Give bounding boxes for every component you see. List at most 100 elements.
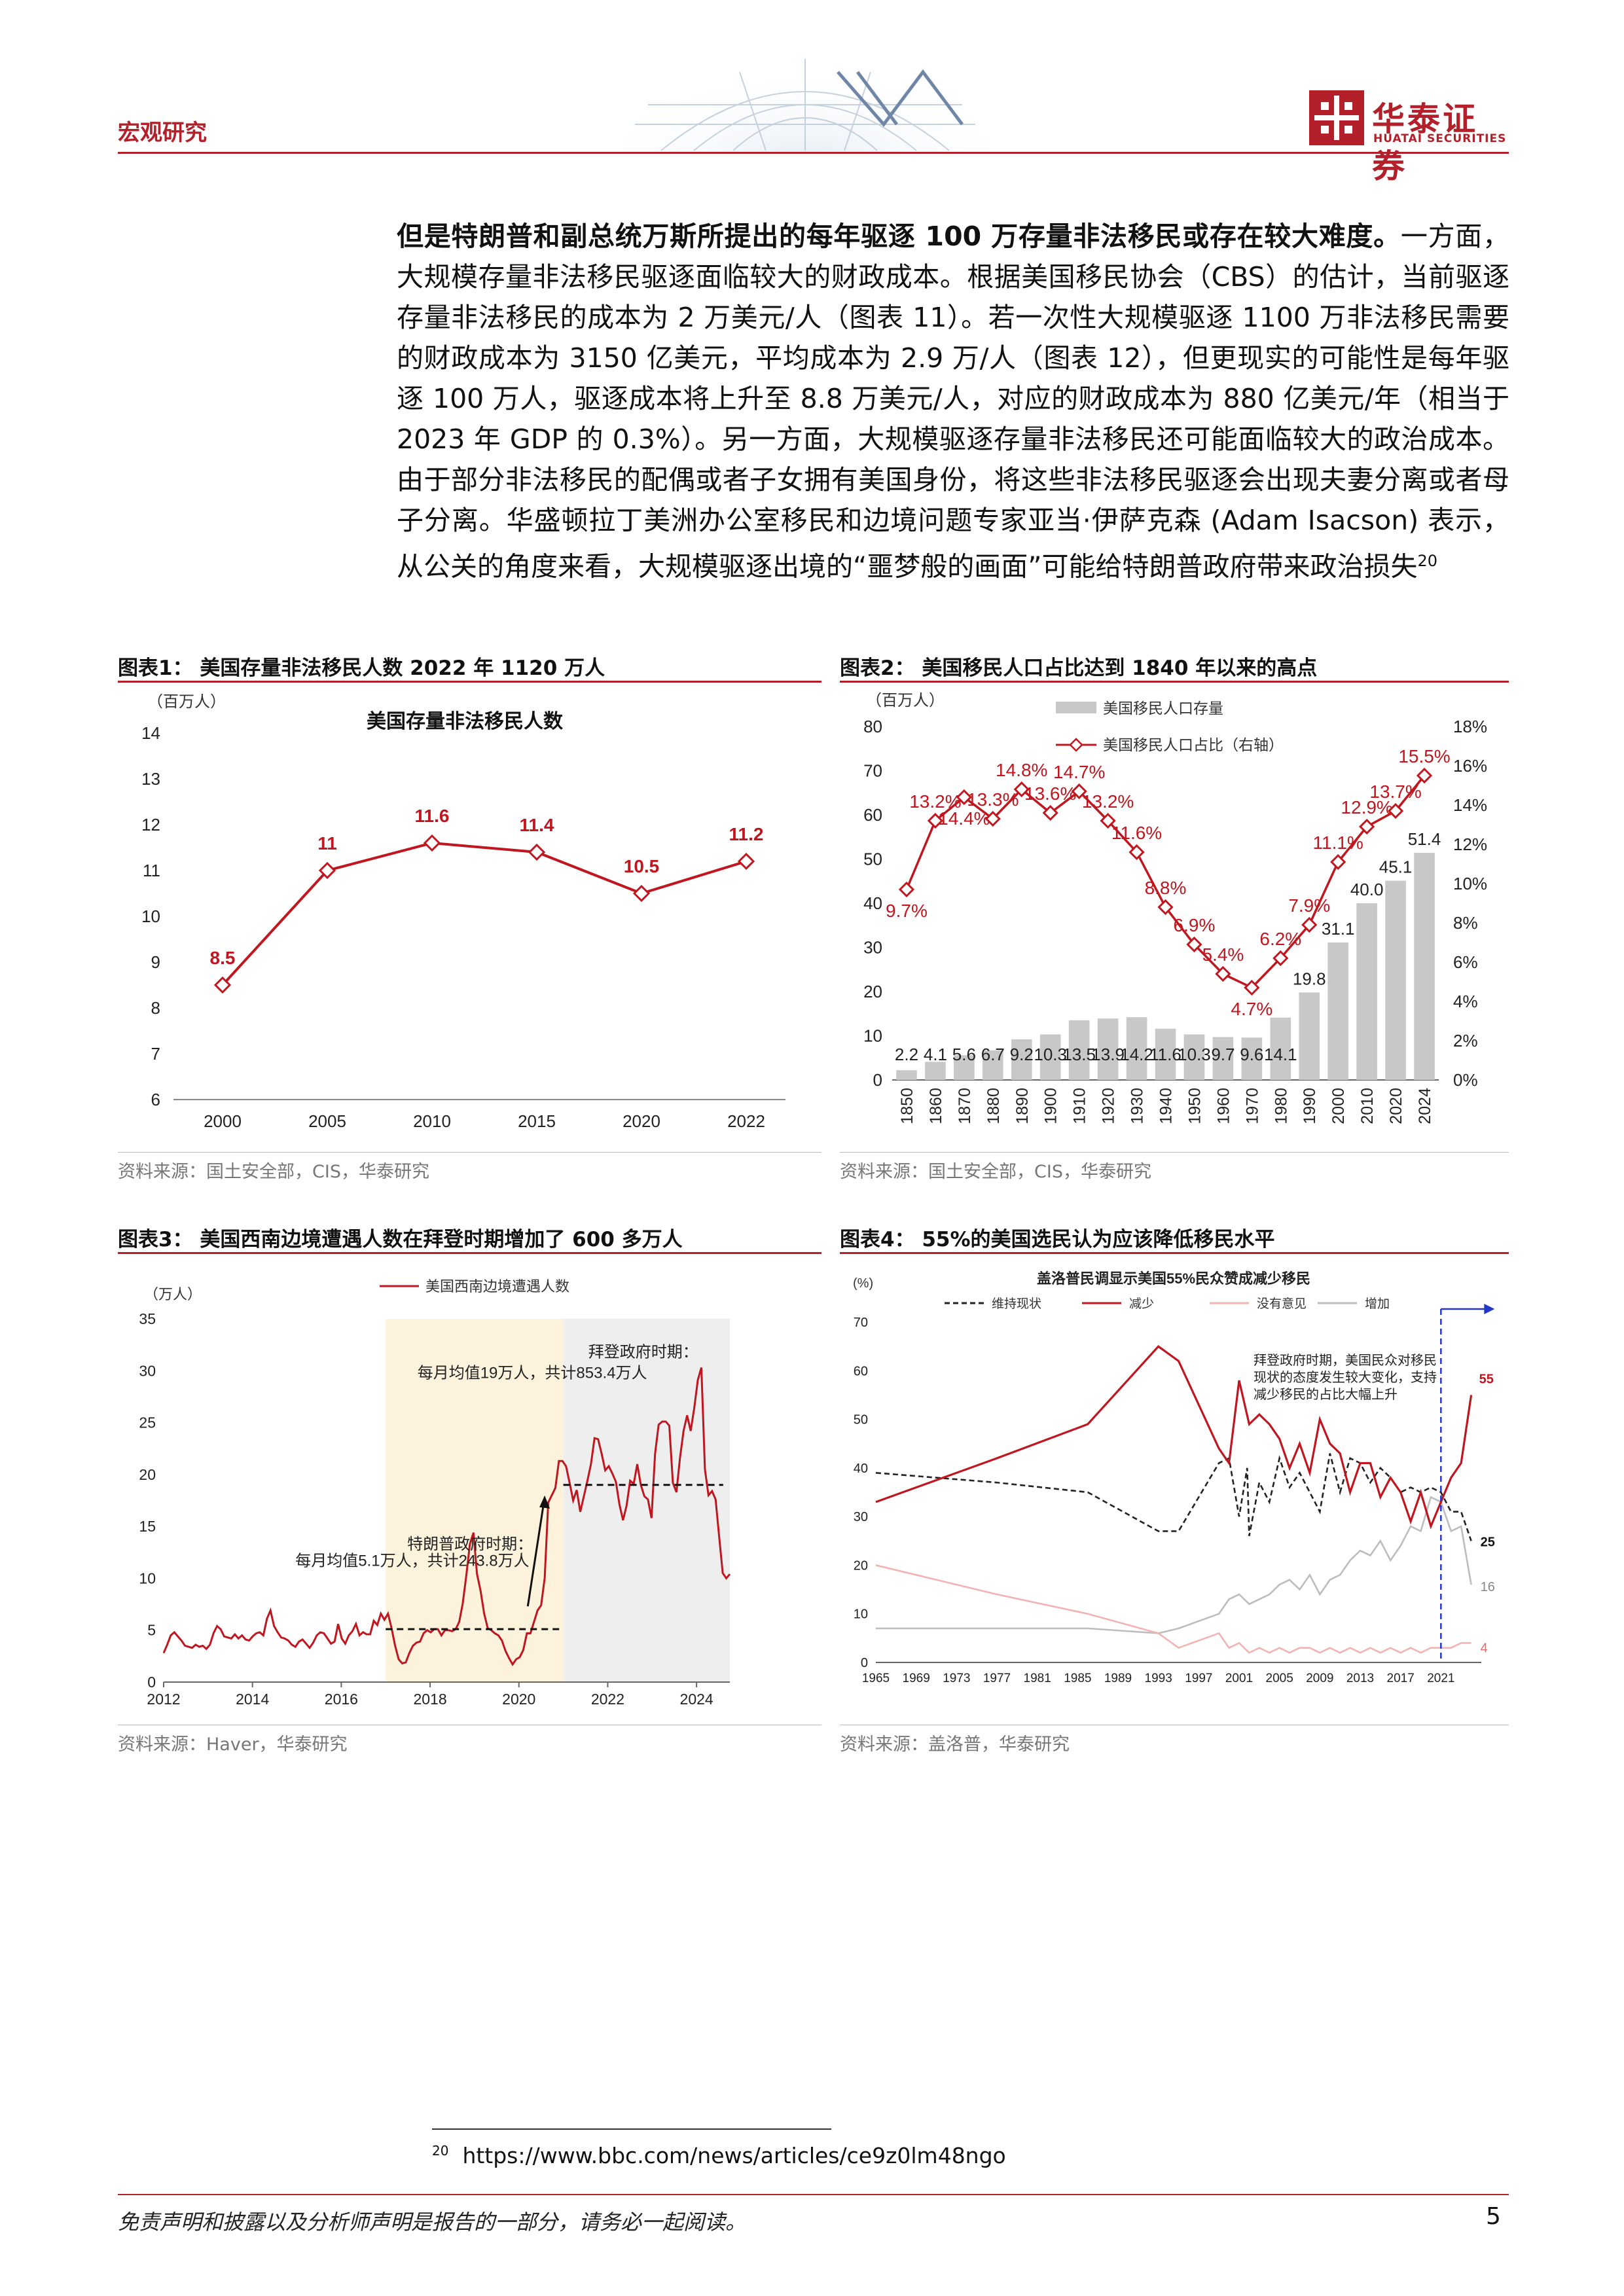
chart2-bar-label: 2.2 bbox=[895, 1045, 918, 1064]
fig4-rule bbox=[840, 1252, 1509, 1254]
chart1-ylabel: （百万人） bbox=[147, 693, 226, 711]
footer-rule bbox=[118, 2194, 1509, 2195]
chart2-bar bbox=[1270, 1017, 1291, 1080]
chart2-point bbox=[1100, 812, 1116, 829]
chart2-bar bbox=[1039, 1034, 1061, 1080]
chart1-line bbox=[221, 841, 747, 986]
chart2-bar-label: 9.7 bbox=[1211, 1045, 1235, 1064]
chart4-series-line bbox=[875, 1564, 1471, 1654]
chart3-biden-detail: 每月均值19万人，共计853.4万人 bbox=[418, 1364, 647, 1382]
chart2-point bbox=[927, 812, 944, 829]
chart4-xtick: 1989 bbox=[1104, 1672, 1132, 1685]
chart4-biden-arrow-head bbox=[1484, 1304, 1495, 1314]
fig4-title: 图表4： 55%的美国选民认为应该降低移民水平 bbox=[840, 1228, 1275, 1251]
chart3-xtick: 2014 bbox=[236, 1691, 269, 1708]
chart3-xtick: 2012 bbox=[147, 1691, 180, 1708]
chart2-line-label: 13.3% bbox=[967, 789, 1019, 810]
chart2-line-label: 6.9% bbox=[1174, 915, 1216, 935]
chart1-point bbox=[632, 884, 651, 903]
chart2-bar bbox=[896, 1070, 917, 1080]
chart4-xtick: 2005 bbox=[1266, 1672, 1293, 1685]
chart2-legend-line: 美国移民人口占比（右轴） bbox=[1103, 736, 1284, 753]
chart2-bar-label: 19.8 bbox=[1293, 969, 1326, 988]
chart4-ytick: 60 bbox=[854, 1364, 868, 1378]
chart2-ytick-left: 30 bbox=[863, 938, 882, 958]
chart1-ytick: 13 bbox=[141, 769, 160, 789]
chart2-bar bbox=[1155, 1028, 1176, 1080]
chart2-line-label: 9.7% bbox=[886, 901, 928, 921]
chart2-bar bbox=[1097, 1018, 1119, 1080]
chart3-ytick: 20 bbox=[139, 1466, 156, 1483]
chart2-line-label: 13.2% bbox=[909, 791, 961, 812]
chart4-xtick: 1969 bbox=[903, 1672, 930, 1685]
chart2-ytick-right: 18% bbox=[1453, 717, 1487, 736]
chart2-legend-bar-swatch bbox=[1056, 702, 1096, 713]
chart1-data-label: 11.2 bbox=[729, 824, 764, 844]
chart2-ytick-right: 12% bbox=[1453, 834, 1487, 854]
paragraph-text: 一方面，大规模存量非法移民驱逐面临较大的财政成本。根据美国移民协会（CBS）的估… bbox=[397, 221, 1510, 583]
chart2-ytick-right: 0% bbox=[1453, 1070, 1478, 1090]
chart2-bar-label: 13.5 bbox=[1062, 1045, 1096, 1064]
fig4-source: 资料来源：盖洛普，华泰研究 bbox=[840, 1734, 1070, 1755]
logo-text-en: HUATAI SECURITIES bbox=[1373, 132, 1507, 145]
fig2-rule bbox=[840, 681, 1509, 683]
chart2-point bbox=[1387, 802, 1404, 819]
chart3-xtick: 2022 bbox=[591, 1691, 624, 1708]
chart3-ytick: 35 bbox=[139, 1310, 156, 1327]
chart2-ytick-left: 0 bbox=[873, 1070, 882, 1090]
footnote-link[interactable]: https://www.bbc.com/news/articles/ce9z0l… bbox=[462, 2143, 1006, 2168]
chart4-xtick: 2017 bbox=[1387, 1672, 1415, 1685]
chart2-ylabel: （百万人） bbox=[866, 692, 945, 709]
chart4-xtick: 2013 bbox=[1346, 1672, 1374, 1685]
chart-illegal-immigrants: （百万人） 美国存量非法移民人数 6 7 8 9 10 11 12 13 14 2000 2005 201… bbox=[141, 693, 785, 1131]
chart2-bar-label: 40.0 bbox=[1350, 880, 1384, 899]
chart1-point bbox=[318, 861, 336, 880]
chart2-xtick: 1860 bbox=[927, 1088, 945, 1124]
chart2-bar-label: 4.1 bbox=[924, 1045, 947, 1064]
chart2-point bbox=[898, 881, 915, 898]
fig1-source-rule bbox=[118, 1152, 821, 1153]
chart4-xtick: 1997 bbox=[1185, 1672, 1212, 1685]
chart2-ytick-right: 4% bbox=[1453, 992, 1478, 1011]
chart1-data-label: 11 bbox=[317, 833, 337, 853]
chart4-xtick: 2001 bbox=[1225, 1672, 1253, 1685]
chart1-xtick: 2020 bbox=[623, 1111, 660, 1131]
chart2-point bbox=[984, 810, 1001, 827]
chart2-xtick: 1980 bbox=[1272, 1088, 1290, 1124]
chart2-bar bbox=[1183, 1034, 1205, 1080]
chart2-xtick: 2024 bbox=[1416, 1088, 1434, 1124]
huatai-logo: 华泰证券 HUATAI SECURITIES bbox=[1309, 90, 1509, 185]
chart2-xtick: 1930 bbox=[1128, 1088, 1147, 1124]
fig1-title: 图表1： 美国存量非法移民人数 2022 年 1120 万人 bbox=[118, 656, 605, 680]
footer-disclaimer: 免责声明和披露以及分析师声明是报告的一部分，请务必一起阅读。 bbox=[118, 2210, 747, 2234]
chart1-data-label: 11.6 bbox=[415, 806, 450, 826]
chart2-line-label: 13.6% bbox=[1024, 783, 1076, 804]
chart2-bar-label: 10.3 bbox=[1178, 1045, 1211, 1064]
chart4-end-label: 4 bbox=[1481, 1641, 1488, 1655]
chart2-ytick-left: 50 bbox=[863, 850, 882, 869]
fig1-rule bbox=[118, 681, 821, 683]
chart2-legend-bar: 美国移民人口存量 bbox=[1103, 700, 1223, 717]
chart2-xtick: 1870 bbox=[956, 1088, 974, 1124]
chart1-xtick: 2005 bbox=[308, 1111, 346, 1131]
chart2-line-label: 6.2% bbox=[1259, 929, 1301, 949]
chart2-line-label: 14.7% bbox=[1053, 762, 1105, 782]
chart1-ytick: 8 bbox=[151, 998, 160, 1018]
chart2-ytick-left: 80 bbox=[863, 717, 882, 736]
fig3-rule bbox=[118, 1252, 821, 1254]
chart2-xtick: 1960 bbox=[1214, 1088, 1233, 1124]
chart2-xtick: 2000 bbox=[1329, 1088, 1348, 1124]
chart3-line bbox=[162, 1367, 731, 1666]
fig2-source: 资料来源：国土安全部，CIS，华泰研究 bbox=[840, 1162, 1151, 1182]
chart2-point bbox=[1157, 899, 1174, 916]
chart2-line-label: 4.7% bbox=[1231, 999, 1272, 1019]
chart2-point bbox=[1128, 844, 1145, 861]
chart2-ytick-right: 10% bbox=[1453, 874, 1487, 893]
chart1-title: 美国存量非法移民人数 bbox=[367, 710, 564, 732]
chart1-ytick: 14 bbox=[141, 723, 160, 743]
chart4-legend-label: 维持现状 bbox=[992, 1297, 1041, 1311]
chart2-line-label: 8.8% bbox=[1145, 878, 1187, 898]
chart2-bar-label: 14.2 bbox=[1120, 1045, 1153, 1064]
chart3-arrow-shaft bbox=[526, 1505, 545, 1607]
